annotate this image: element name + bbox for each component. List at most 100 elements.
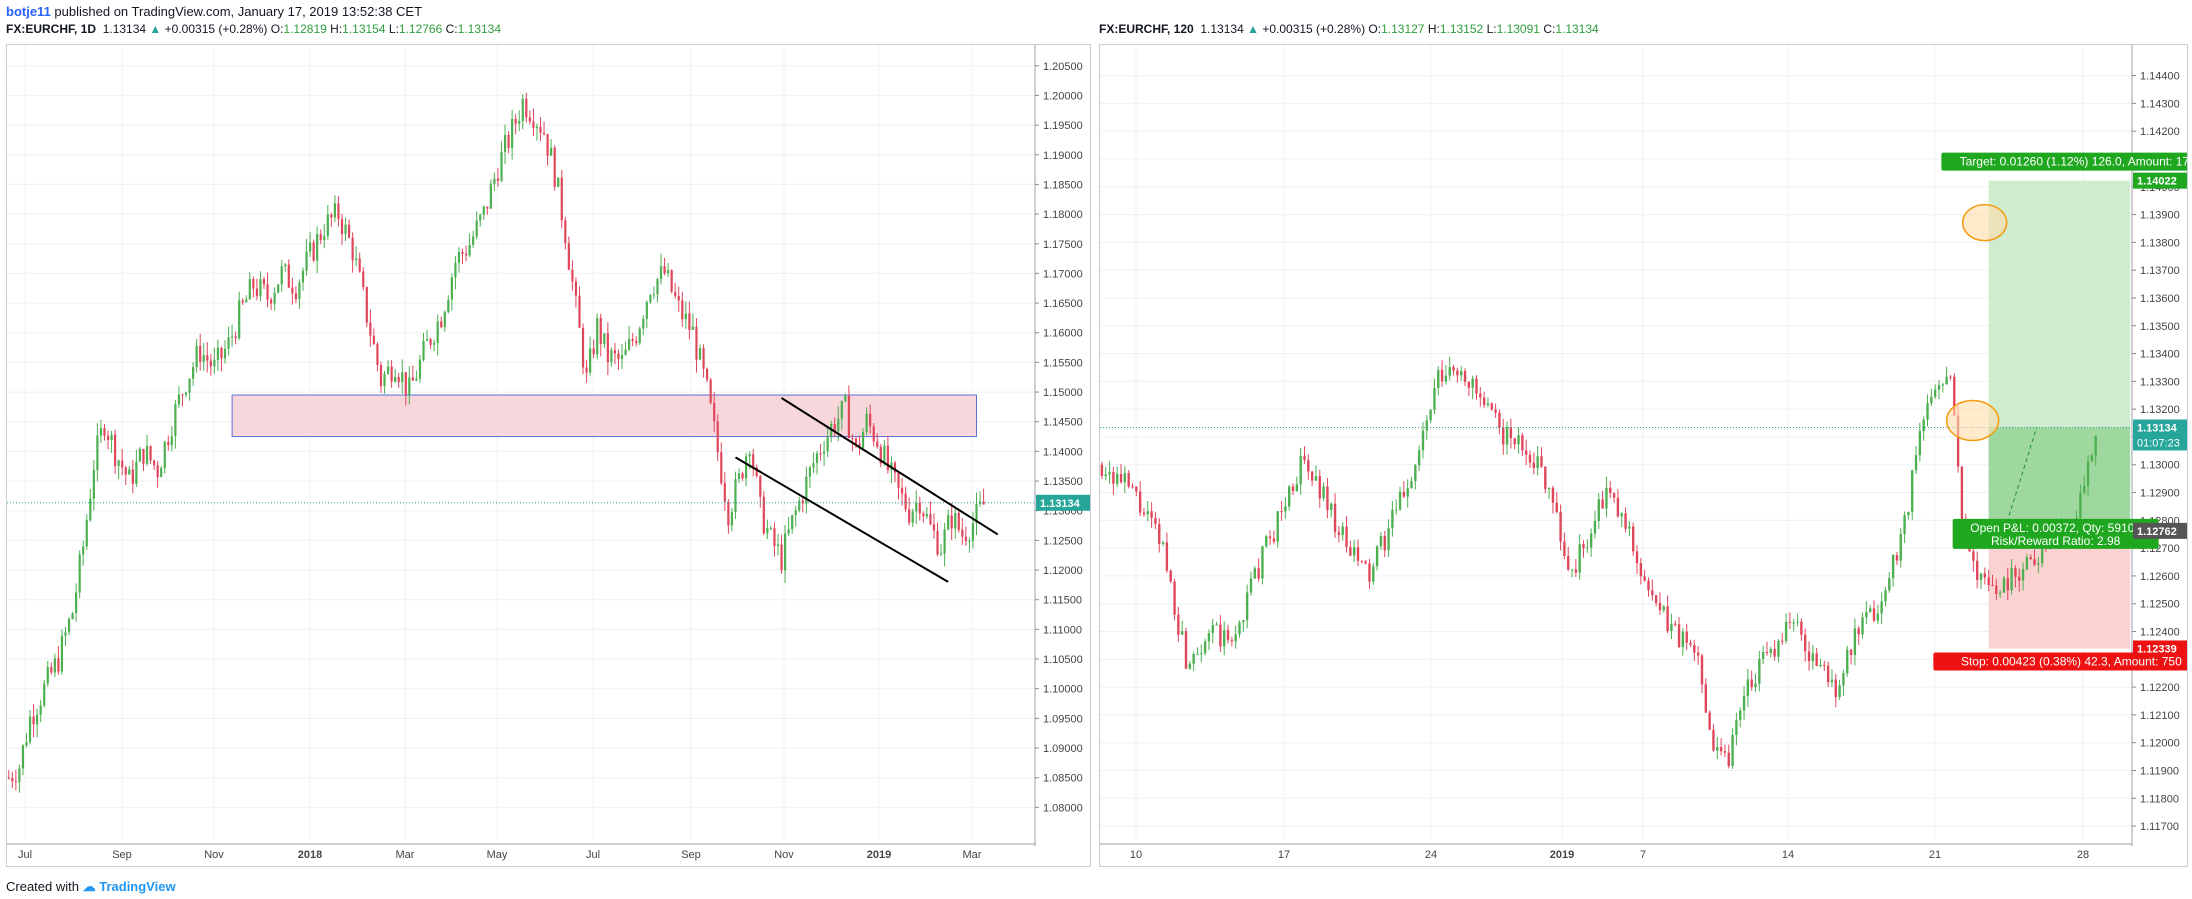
candle-body (546, 134, 549, 156)
entry-price-label: 1.12762 (2137, 526, 2177, 538)
candle-body (340, 218, 344, 235)
right-chart-pane[interactable]: 1.144001.143001.142001.141001.140001.139… (1099, 44, 2192, 867)
candle-body (121, 460, 124, 468)
channel-lower-line (734, 456, 949, 583)
candle-body (1555, 502, 1558, 513)
candle-body (1116, 473, 1119, 484)
candle-body (1983, 573, 1987, 578)
candle-body (1387, 528, 1390, 551)
candle-body (975, 503, 978, 524)
candle-body (1345, 526, 1348, 547)
candle-body (922, 513, 925, 517)
candle-body (404, 372, 407, 395)
candle-body (603, 333, 606, 345)
candle-body (1781, 640, 1784, 642)
y-tick-label: 1.14500 (1043, 417, 1083, 429)
candle-body (1402, 491, 1406, 497)
candle-body (429, 339, 432, 345)
candle-body (2018, 576, 2021, 581)
candle-body (879, 446, 882, 464)
candle-body (1169, 570, 1172, 582)
y-tick-label: 1.11900 (2140, 766, 2179, 778)
candle-body (620, 354, 624, 360)
candle-body (574, 281, 578, 296)
channel-upper-line (781, 397, 999, 536)
right-o-label: O: (1368, 22, 1382, 36)
candle-body (486, 206, 489, 209)
candle-body (1410, 481, 1413, 489)
candle-body (475, 220, 478, 237)
candle-body (1444, 375, 1448, 382)
candle-body (1750, 679, 1753, 688)
candle-body (808, 467, 812, 477)
candle-body (372, 335, 375, 345)
candle-body (57, 658, 60, 672)
candle-body (1674, 623, 1677, 625)
candle-body (2014, 568, 2017, 577)
candle-body (1268, 536, 1272, 539)
candle-body (1307, 460, 1310, 472)
last-price-label: 1.13134 (2137, 422, 2178, 434)
candle-body (1219, 624, 1222, 647)
candle-body (425, 339, 429, 341)
y-tick-label: 1.19500 (1043, 120, 1083, 132)
candle-body (1765, 652, 1769, 654)
candle-body (60, 635, 64, 672)
candle-body (383, 373, 386, 386)
candle-body (2037, 563, 2040, 565)
candle-body (865, 413, 868, 432)
candle-body (1834, 679, 1837, 698)
candle-body (436, 321, 439, 343)
candle-body (1681, 631, 1685, 648)
daily-candlestick-chart[interactable]: 1.20500 1.20000 1.19500 1.19000 1.18500 1.180… (7, 45, 1098, 866)
candle-body (1490, 403, 1493, 410)
candle-body (450, 277, 453, 300)
candle-body (153, 460, 156, 466)
candle-body (861, 431, 865, 448)
candle-body (1930, 396, 1933, 404)
candle-body (1796, 621, 1799, 623)
candle-body (769, 527, 773, 529)
candle-body (1708, 712, 1711, 730)
candle-body (858, 443, 861, 448)
candle-body (773, 527, 776, 547)
candle-body (489, 183, 492, 209)
candle-body (39, 705, 42, 715)
candle-body (443, 312, 446, 328)
candle-body (971, 523, 975, 541)
candle-body (1754, 683, 1757, 688)
y-tick-label: 1.16000 (1043, 328, 1083, 340)
candle-body (36, 714, 39, 725)
candle-body (330, 214, 333, 218)
right-symbol-line: FX:EURCHF, 120 1.13134 ▲ +0.00315 (+0.28… (1099, 22, 1599, 36)
countdown-label: 01:07:23 (2137, 437, 2180, 449)
candle-body (964, 536, 967, 542)
candle-body (2029, 557, 2032, 560)
candle-body (1196, 653, 1199, 655)
candle-body (1868, 608, 1872, 613)
left-chart-pane[interactable]: 1.20500 1.20000 1.19500 1.19000 1.18500 1.180… (6, 44, 1098, 867)
candle-body (1979, 573, 1983, 580)
tradingview-brand[interactable]: TradingView (99, 879, 176, 894)
candle-body (43, 683, 46, 706)
candle-body (1158, 523, 1161, 544)
candle-body (1933, 389, 1937, 397)
candle-body (333, 203, 336, 218)
left-high: 1.13154 (342, 22, 386, 36)
candle-body (1666, 606, 1669, 632)
candle-body (1647, 580, 1650, 591)
candle-body (170, 436, 173, 446)
candle-body (659, 266, 663, 280)
candle-body (1517, 435, 1520, 445)
y-tick-label: 1.15000 (1043, 387, 1083, 399)
candle-body (397, 377, 400, 383)
candle-body (1322, 486, 1325, 499)
author-name[interactable]: botje11 (6, 4, 51, 19)
y-tick-label: 1.12900 (2140, 488, 2180, 500)
y-tick-label: 1.13200 (2140, 404, 2180, 416)
candle-body (847, 395, 850, 439)
intraday-candlestick-chart[interactable]: 1.144001.143001.142001.141001.140001.139… (1100, 45, 2192, 866)
candle-body (280, 266, 283, 285)
candle-body (482, 206, 485, 215)
candle-body (1723, 751, 1727, 753)
